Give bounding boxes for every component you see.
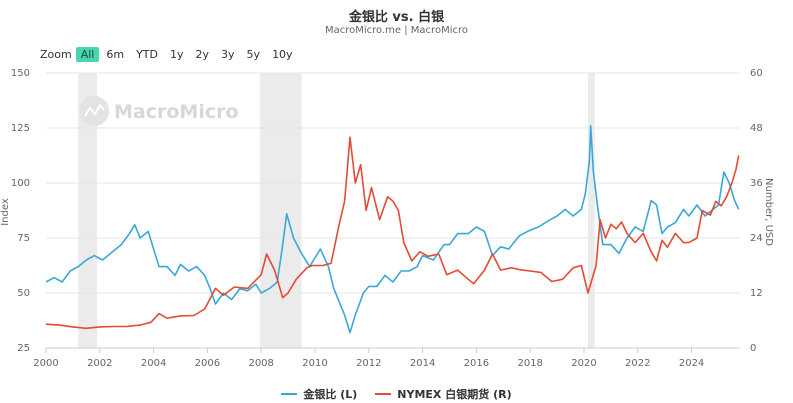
macromicro-logo-icon bbox=[79, 96, 109, 126]
y-left-tick-label: 75 bbox=[17, 233, 30, 244]
zoom-button-ytd[interactable]: YTD bbox=[136, 48, 158, 61]
legend-label-silver: NYMEX 白银期货 (R) bbox=[397, 388, 512, 401]
recession-band-2 bbox=[588, 73, 595, 348]
y-right-tick-label: 24 bbox=[750, 233, 763, 244]
recession-band-0 bbox=[78, 73, 98, 348]
chart-title: 金银比 vs. 白银 bbox=[348, 10, 445, 25]
zoom-label: Zoom bbox=[40, 48, 72, 61]
watermark: MacroMicro bbox=[79, 96, 239, 126]
watermark-text: MacroMicro bbox=[114, 101, 239, 123]
zoom-button-10y[interactable]: 10y bbox=[272, 48, 293, 61]
x-tick-label: 2024 bbox=[679, 358, 704, 369]
series-line-gold-silver-ratio bbox=[45, 125, 740, 334]
zoom-button-5y[interactable]: 5y bbox=[246, 48, 261, 61]
x-tick-label: 2014 bbox=[410, 358, 435, 369]
y-right-tick-label: 36 bbox=[750, 178, 763, 189]
x-tick-label: 2000 bbox=[33, 358, 58, 369]
y-left-tick-label: 125 bbox=[11, 123, 30, 134]
x-tick-label: 2006 bbox=[195, 358, 220, 369]
zoom-button-all[interactable]: All bbox=[75, 47, 100, 62]
zoom-button-3y[interactable]: 3y bbox=[221, 48, 235, 61]
x-tick-label: 2008 bbox=[248, 358, 273, 369]
zoom-button-6m[interactable]: 6m bbox=[106, 48, 125, 61]
y-right-tick-label: 0 bbox=[750, 343, 756, 354]
x-tick-label: 2018 bbox=[517, 358, 542, 369]
x-tick-label: 2012 bbox=[356, 358, 381, 369]
legend-item-ratio[interactable]: 金银比 (L) bbox=[281, 386, 357, 402]
legend-item-silver[interactable]: NYMEX 白银期货 (R) bbox=[375, 386, 512, 402]
y-right-tick-label: 60 bbox=[750, 68, 763, 79]
legend-swatch-silver bbox=[375, 393, 392, 395]
x-tick-label: 2016 bbox=[464, 358, 489, 369]
zoom-bar: Zoom All 6m YTD 1y 2y 3y 5y 10y bbox=[40, 47, 300, 62]
y-right-tick-label: 12 bbox=[750, 288, 763, 299]
x-tick-label: 2002 bbox=[87, 358, 112, 369]
y-left-tick-label: 25 bbox=[17, 343, 30, 354]
x-tick-label: 2022 bbox=[625, 358, 650, 369]
x-tick-label: 2010 bbox=[302, 358, 327, 369]
x-tick-label: 2020 bbox=[571, 358, 596, 369]
recession-band-1 bbox=[259, 73, 302, 348]
legend-label-ratio: 金银比 (L) bbox=[303, 388, 358, 401]
x-tick-label: 2004 bbox=[141, 358, 166, 369]
y-left-tick-label: 50 bbox=[17, 288, 30, 299]
legend-swatch-ratio bbox=[281, 393, 298, 395]
logo-chart-icon bbox=[84, 103, 105, 117]
legend: 金银比 (L) NYMEX 白银期货 (R) bbox=[0, 386, 793, 402]
series-line-nymex-silver bbox=[45, 136, 740, 330]
chart-subtitle: MacroMicro.me | MacroMicro bbox=[325, 25, 468, 36]
y-axis-left-title: Index bbox=[0, 198, 11, 226]
y-axis-right-title: Number, USD bbox=[763, 178, 774, 246]
y-left-tick-label: 150 bbox=[11, 68, 30, 79]
y-left-tick-label: 100 bbox=[11, 178, 30, 189]
zoom-button-1y[interactable]: 1y bbox=[170, 48, 184, 61]
y-right-tick-label: 48 bbox=[750, 123, 763, 134]
zoom-button-2y[interactable]: 2y bbox=[195, 48, 210, 61]
